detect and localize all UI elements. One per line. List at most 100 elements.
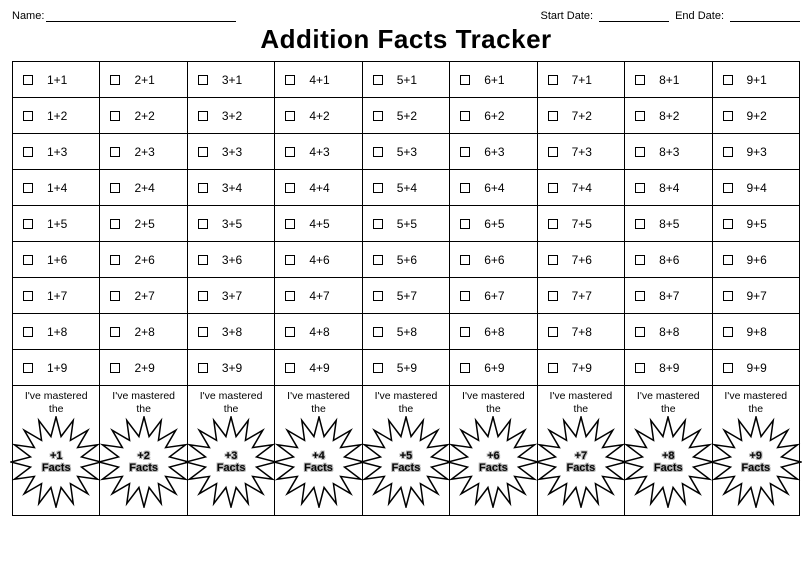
checkbox-icon[interactable]: [548, 255, 558, 265]
checkbox-icon[interactable]: [723, 183, 733, 193]
checkbox-icon[interactable]: [548, 183, 558, 193]
checkbox-icon[interactable]: [548, 363, 558, 373]
checkbox-icon[interactable]: [23, 111, 33, 121]
fact-label: 2+5: [134, 217, 154, 231]
checkbox-icon[interactable]: [460, 219, 470, 229]
checkbox-icon[interactable]: [198, 255, 208, 265]
checkbox-icon[interactable]: [723, 327, 733, 337]
checkbox-icon[interactable]: [460, 291, 470, 301]
checkbox-icon[interactable]: [723, 219, 733, 229]
checkbox-icon[interactable]: [110, 363, 120, 373]
checkbox-icon[interactable]: [198, 111, 208, 121]
mastered-cell: I've masteredthe+7Facts: [537, 386, 624, 516]
start-date-blank-line[interactable]: [599, 10, 669, 22]
mastered-label: I've masteredthe: [13, 386, 99, 415]
checkbox-icon[interactable]: [110, 183, 120, 193]
checkbox-icon[interactable]: [460, 111, 470, 121]
checkbox-icon[interactable]: [23, 291, 33, 301]
checkbox-icon[interactable]: [23, 183, 33, 193]
checkbox-icon[interactable]: [285, 291, 295, 301]
checkbox-icon[interactable]: [23, 75, 33, 85]
mastered-cell: I've masteredthe+2Facts: [100, 386, 187, 516]
fact-label: 9+1: [747, 73, 767, 87]
checkbox-icon[interactable]: [548, 147, 558, 157]
checkbox-icon[interactable]: [285, 363, 295, 373]
checkbox-icon[interactable]: [635, 327, 645, 337]
fact-label: 3+1: [222, 73, 242, 87]
checkbox-icon[interactable]: [723, 255, 733, 265]
checkbox-icon[interactable]: [723, 111, 733, 121]
checkbox-icon[interactable]: [110, 327, 120, 337]
checkbox-icon[interactable]: [635, 183, 645, 193]
checkbox-icon[interactable]: [460, 363, 470, 373]
name-blank-line[interactable]: [46, 10, 236, 22]
checkbox-icon[interactable]: [635, 147, 645, 157]
checkbox-icon[interactable]: [548, 111, 558, 121]
checkbox-icon[interactable]: [110, 147, 120, 157]
checkbox-icon[interactable]: [285, 111, 295, 121]
checkbox-icon[interactable]: [198, 327, 208, 337]
checkbox-icon[interactable]: [723, 291, 733, 301]
checkbox-icon[interactable]: [285, 183, 295, 193]
checkbox-icon[interactable]: [460, 183, 470, 193]
facts-table: 1+12+13+14+15+16+17+18+19+11+22+23+24+25…: [12, 61, 800, 516]
checkbox-icon[interactable]: [723, 147, 733, 157]
checkbox-icon[interactable]: [373, 327, 383, 337]
checkbox-icon[interactable]: [548, 327, 558, 337]
checkbox-icon[interactable]: [285, 219, 295, 229]
checkbox-icon[interactable]: [460, 255, 470, 265]
end-date-blank-line[interactable]: [730, 10, 800, 22]
checkbox-icon[interactable]: [548, 75, 558, 85]
checkbox-icon[interactable]: [460, 75, 470, 85]
checkbox-icon[interactable]: [635, 363, 645, 373]
checkbox-icon[interactable]: [198, 147, 208, 157]
fact-cell: 6+2: [450, 98, 537, 134]
checkbox-icon[interactable]: [373, 75, 383, 85]
checkbox-icon[interactable]: [23, 255, 33, 265]
checkbox-icon[interactable]: [635, 291, 645, 301]
fact-label: 3+2: [222, 109, 242, 123]
checkbox-icon[interactable]: [110, 219, 120, 229]
checkbox-icon[interactable]: [723, 75, 733, 85]
checkbox-icon[interactable]: [635, 219, 645, 229]
checkbox-icon[interactable]: [23, 363, 33, 373]
checkbox-icon[interactable]: [460, 327, 470, 337]
checkbox-icon[interactable]: [285, 327, 295, 337]
checkbox-icon[interactable]: [548, 291, 558, 301]
checkbox-icon[interactable]: [110, 111, 120, 121]
checkbox-icon[interactable]: [373, 111, 383, 121]
checkbox-icon[interactable]: [285, 255, 295, 265]
checkbox-icon[interactable]: [23, 327, 33, 337]
checkbox-icon[interactable]: [198, 219, 208, 229]
checkbox-icon[interactable]: [110, 255, 120, 265]
checkbox-icon[interactable]: [373, 183, 383, 193]
checkbox-icon[interactable]: [548, 219, 558, 229]
fact-cell: 7+6: [537, 242, 624, 278]
checkbox-icon[interactable]: [635, 255, 645, 265]
checkbox-icon[interactable]: [373, 363, 383, 373]
checkbox-icon[interactable]: [198, 75, 208, 85]
checkbox-icon[interactable]: [23, 147, 33, 157]
checkbox-icon[interactable]: [460, 147, 470, 157]
checkbox-icon[interactable]: [373, 255, 383, 265]
checkbox-icon[interactable]: [373, 147, 383, 157]
checkbox-icon[interactable]: [285, 147, 295, 157]
fact-label: 2+7: [134, 289, 154, 303]
checkbox-icon[interactable]: [23, 219, 33, 229]
checkbox-icon[interactable]: [285, 75, 295, 85]
checkbox-icon[interactable]: [198, 363, 208, 373]
fact-cell: 3+9: [187, 350, 274, 386]
checkbox-icon[interactable]: [635, 111, 645, 121]
checkbox-icon[interactable]: [373, 219, 383, 229]
checkbox-icon[interactable]: [373, 291, 383, 301]
checkbox-icon[interactable]: [198, 183, 208, 193]
burst-text: +9Facts: [741, 450, 770, 475]
checkbox-icon[interactable]: [635, 75, 645, 85]
checkbox-icon[interactable]: [110, 75, 120, 85]
mastered-cell: I've masteredthe+1Facts: [13, 386, 100, 516]
checkbox-icon[interactable]: [723, 363, 733, 373]
checkbox-icon[interactable]: [198, 291, 208, 301]
fact-cell: 2+8: [100, 314, 187, 350]
checkbox-icon[interactable]: [110, 291, 120, 301]
starburst-icon: +3Facts: [188, 417, 274, 507]
